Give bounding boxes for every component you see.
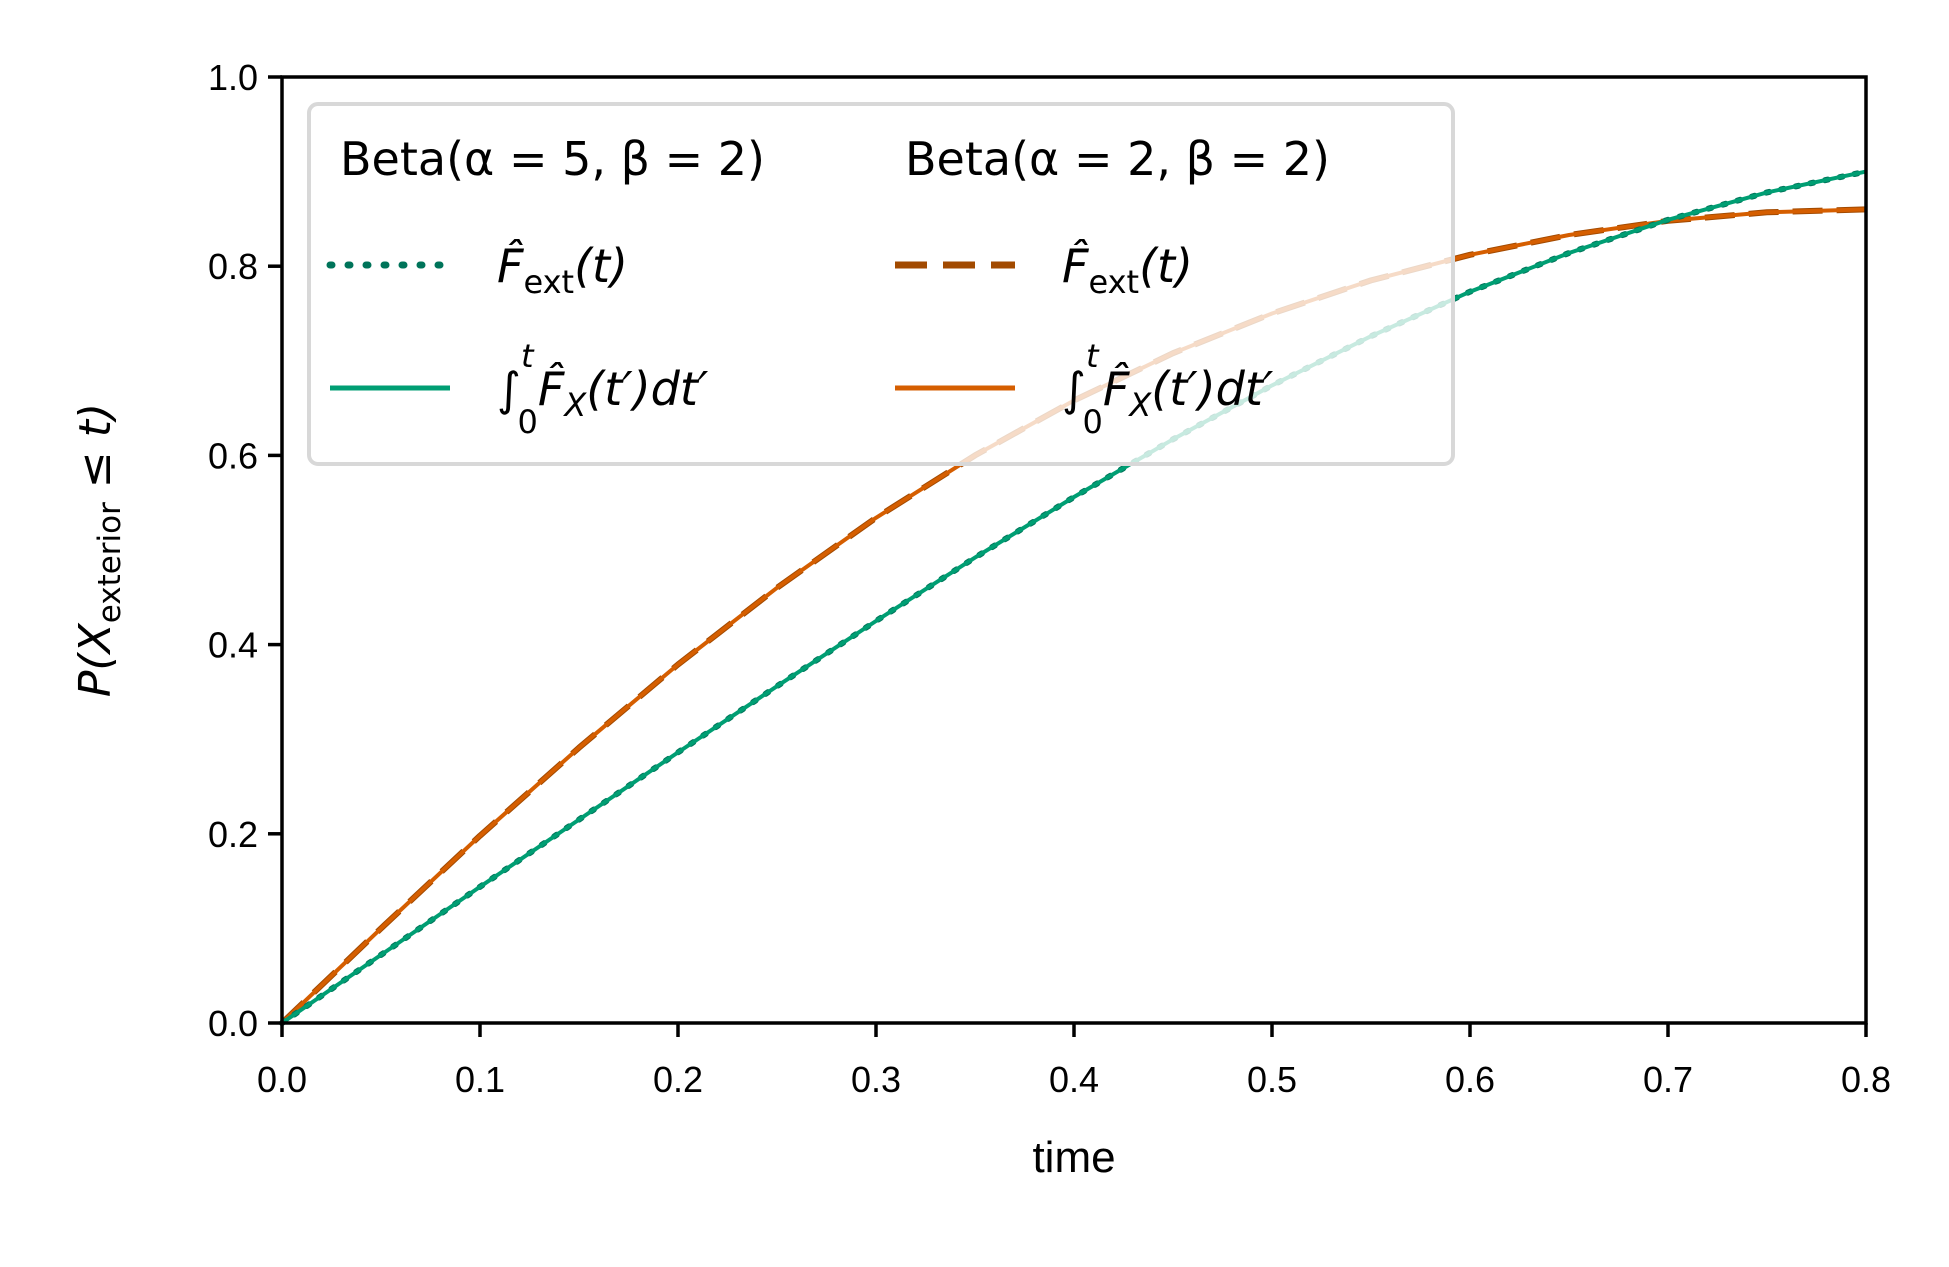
- x-tick-label: 0.6: [1445, 1059, 1495, 1100]
- x-tick-label: 0.2: [653, 1059, 703, 1100]
- legend-label-integral-sign: ∫: [1062, 362, 1086, 416]
- legend-label-integral: ∫t 0F̂X(t′)dt′: [497, 337, 709, 441]
- legend-label-estimate-tail: (t): [1139, 239, 1193, 293]
- x-tick-label: 0.4: [1049, 1059, 1099, 1100]
- legend-label-estimate-sub: ext: [523, 263, 574, 301]
- legend-label-integral-tail: (t′)dt′: [1151, 362, 1274, 416]
- legend-label-integral: ∫t 0F̂X(t′)dt′: [1062, 337, 1274, 441]
- y-tick-label: 0.4: [208, 625, 258, 666]
- legend-label-integral-tail: (t′)dt′: [586, 362, 709, 416]
- legend-label-integral-main: F̂: [538, 362, 565, 416]
- legend-label-estimate-tail: (t): [574, 239, 628, 293]
- y-axis-label-tail: ≤ t): [70, 403, 121, 502]
- legend-label-integral-sub: X: [562, 386, 587, 424]
- x-tick-label: 0.8: [1841, 1059, 1891, 1100]
- x-tick-label: 0.3: [851, 1059, 901, 1100]
- x-axis-ticks: 0.0 0.1 0.2 0.3 0.4 0.5 0.6 0.7 0.8: [257, 1023, 1891, 1100]
- y-axis-label-main: P(X: [70, 622, 121, 697]
- series-line-integral-beta-5-2: [280, 169, 1867, 1025]
- legend-label-estimate-main: F̂: [1062, 239, 1089, 293]
- y-tick-label: 0.2: [208, 814, 258, 855]
- x-tick-label: 0.0: [257, 1059, 307, 1100]
- legend-column-title: Beta(α = 5, β = 2): [340, 132, 765, 186]
- legend-label-integral-upper: t: [1086, 337, 1100, 375]
- legend-label-estimate: F̂ext(t): [497, 239, 628, 301]
- legend-label-integral-upper: t: [521, 337, 535, 375]
- y-axis-label-subscript: exterior: [92, 502, 128, 623]
- x-tick-label: 0.7: [1643, 1059, 1693, 1100]
- legend-label-estimate: F̂ext(t): [1062, 239, 1193, 301]
- x-tick-label: 0.5: [1247, 1059, 1297, 1100]
- y-tick-label: 0.0: [208, 1003, 258, 1044]
- legend-label-integral-main: F̂: [1103, 362, 1130, 416]
- legend-label-estimate-sub: ext: [1088, 263, 1139, 301]
- legend-label-integral-lower: 0: [1083, 403, 1103, 441]
- x-tick-label: 0.1: [455, 1059, 505, 1100]
- legend-box: [307, 102, 1455, 466]
- legend: Beta(α = 5, β = 2)F̂ext(t)∫t 0F̂X(t′)dt′B…: [307, 102, 1455, 466]
- legend-label-integral-sign: ∫: [497, 362, 521, 416]
- y-axis-label: P(Xexterior ≤ t): [70, 403, 128, 697]
- y-tick-label: 0.6: [208, 435, 258, 476]
- legend-label-integral-sub: X: [1127, 386, 1152, 424]
- y-tick-label: 1.0: [208, 57, 258, 98]
- x-axis-label: time: [1032, 1133, 1115, 1182]
- y-axis-ticks: 0.0 0.2 0.4 0.6 0.8 1.0: [208, 57, 282, 1044]
- legend-label-estimate-main: F̂: [497, 239, 524, 293]
- y-tick-label: 0.8: [208, 246, 258, 287]
- legend-label-integral-lower: 0: [518, 403, 538, 441]
- legend-column-title: Beta(α = 2, β = 2): [905, 132, 1330, 186]
